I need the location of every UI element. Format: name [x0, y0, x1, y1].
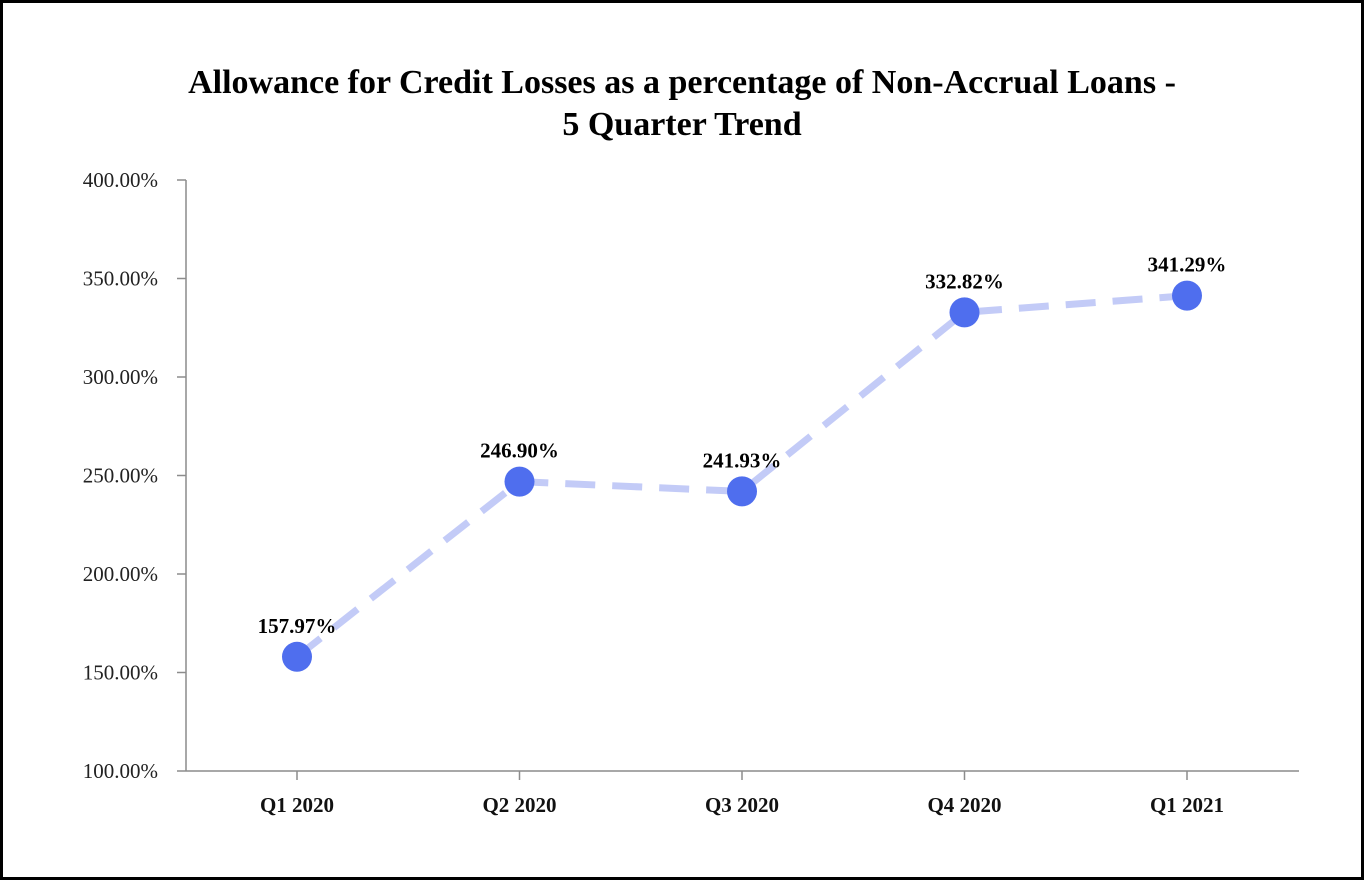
data-point-marker [1172, 280, 1202, 311]
data-label: 246.90% [480, 439, 559, 463]
y-tick-label: 150.00% [83, 661, 158, 685]
chart-title-line-2: 5 Quarter Trend [562, 106, 802, 143]
data-label: 241.93% [703, 448, 782, 472]
y-tick-label: 300.00% [83, 365, 158, 389]
chart-title: Allowance for Credit Losses as a percent… [0, 62, 1364, 146]
x-tick-label: Q1 2021 [1150, 793, 1224, 817]
data-label: 332.82% [925, 269, 1004, 293]
data-label: 157.97% [258, 614, 337, 638]
y-tick-label: 250.00% [83, 464, 158, 488]
x-tick-label: Q1 2020 [260, 793, 334, 817]
y-tick-label: 100.00% [83, 759, 158, 783]
x-tick-label: Q2 2020 [482, 793, 556, 817]
data-point-marker [504, 466, 535, 497]
data-point-marker [727, 476, 757, 507]
y-tick-label: 350.00% [83, 267, 158, 291]
data-point-marker [949, 297, 980, 328]
x-tick-label: Q4 2020 [927, 793, 1001, 817]
data-label: 341.29% [1148, 253, 1227, 277]
data-point-marker [282, 641, 312, 672]
x-tick-label: Q3 2020 [705, 793, 779, 817]
series-line [294, 292, 1188, 660]
y-tick-label: 400.00% [83, 168, 158, 192]
y-tick-label: 200.00% [83, 562, 158, 586]
chart-title-line-1: Allowance for Credit Losses as a percent… [188, 64, 1176, 101]
